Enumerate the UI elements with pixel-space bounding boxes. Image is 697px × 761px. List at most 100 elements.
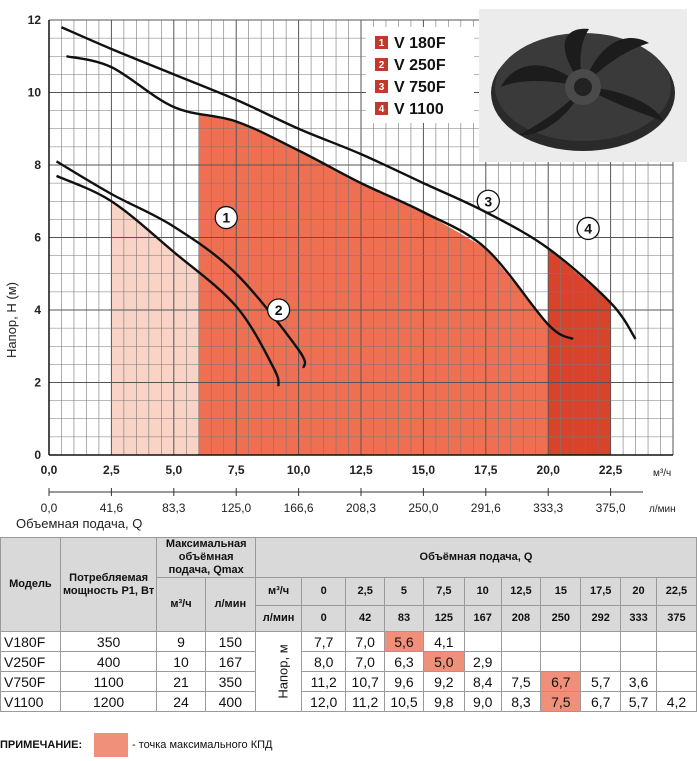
cell-head bbox=[655, 651, 697, 672]
cell-head: 9,8 bbox=[422, 691, 465, 712]
x-tick-label: 5,0 bbox=[165, 463, 182, 477]
flow-lmin-header: 42 bbox=[345, 605, 386, 632]
cell-head: 5,0 bbox=[422, 651, 465, 672]
legend-number: 2 bbox=[379, 60, 385, 71]
legend-number: 3 bbox=[379, 82, 385, 93]
x2-tick-label: 208,3 bbox=[346, 501, 376, 515]
y-tick-label: 10 bbox=[28, 86, 42, 100]
legend-swatch bbox=[375, 102, 388, 115]
legend-label: V 250F bbox=[394, 57, 446, 74]
axis-ticks: 0,0 0,0 2,5 41,6 5,0 83,3 7,5 125,0 10,0 166,6 12,… bbox=[28, 13, 626, 515]
cell-head: 2,9 bbox=[463, 651, 502, 672]
legend-swatch bbox=[375, 58, 388, 71]
series-line-4 bbox=[61, 26, 637, 340]
cell-head: 10,5 bbox=[384, 691, 424, 712]
cell-power: 1200 bbox=[59, 691, 158, 712]
table-row: V750F 1100 21 350 11,2 10,7 9,6 9,2 8,4 7,5 6,7 5,7… bbox=[0, 671, 697, 692]
flow-lmin-header: 250 bbox=[540, 605, 582, 632]
flow-m3h-header: 5 bbox=[384, 577, 424, 606]
cell-qmax-m3h: 21 bbox=[156, 671, 206, 692]
cell-head: 9,6 bbox=[384, 671, 424, 692]
series-marker-label: 1 bbox=[222, 210, 230, 226]
cell-head: 7,5 bbox=[540, 691, 582, 712]
header-flow: Объёмная подача, Q bbox=[255, 537, 697, 578]
series-marker-label: 4 bbox=[584, 220, 592, 236]
legend-swatch bbox=[375, 36, 388, 49]
flow-lmin-header: 292 bbox=[580, 605, 622, 632]
x2-tick-label: 375,0 bbox=[596, 501, 626, 515]
cell-head: 9,0 bbox=[463, 691, 502, 712]
x-tick-label: 2,5 bbox=[103, 463, 120, 477]
series-marker-circle bbox=[214, 205, 238, 230]
cell-head bbox=[620, 651, 657, 672]
note-text: - точка максимального КПД bbox=[132, 739, 273, 751]
flow-m3h-header: 20 bbox=[620, 577, 657, 606]
cell-qmax-m3h: 9 bbox=[156, 631, 206, 652]
x2-tick-label: 291,6 bbox=[471, 501, 501, 515]
cell-head: 8,0 bbox=[301, 651, 347, 672]
header-power: Потребляемая мощность Р1, Вт bbox=[59, 537, 158, 632]
series-marker-circle bbox=[576, 216, 600, 241]
qmax-unit-lmin: л/мин bbox=[204, 577, 257, 632]
note-swatch bbox=[94, 733, 128, 757]
flow-lmin-header: 167 bbox=[463, 605, 502, 632]
cell-head: 11,2 bbox=[345, 691, 386, 712]
cell-head bbox=[580, 651, 622, 672]
x-tick-label: 17,5 bbox=[474, 463, 498, 477]
legend-swatch bbox=[375, 80, 388, 93]
cell-model: V250F bbox=[0, 651, 61, 672]
cell-head bbox=[655, 631, 697, 652]
cell-head: 6,7 bbox=[580, 691, 622, 712]
legend-number: 4 bbox=[379, 104, 385, 115]
flow-lmin-header: 333 bbox=[620, 605, 657, 632]
x-tick-label: 0,0 bbox=[41, 463, 58, 477]
cell-power: 1100 bbox=[59, 671, 158, 692]
legend-label: V 750F bbox=[394, 79, 446, 96]
note: ПРИМЕЧАНИЕ: - точка максимального КПД bbox=[0, 730, 697, 760]
cell-head: 11,2 bbox=[301, 671, 347, 692]
impeller-image bbox=[479, 9, 687, 162]
cell-power: 350 bbox=[59, 631, 158, 652]
cell-head: 8,3 bbox=[500, 691, 542, 712]
flow-m3h-header: 7,5 bbox=[422, 577, 465, 606]
x-unit-primary: м³/ч bbox=[653, 468, 671, 479]
flow-m3h-header: 2,5 bbox=[345, 577, 386, 606]
series-line-3 bbox=[66, 55, 574, 341]
performance-table: Модель Потребляемая мощность Р1, Вт Макс… bbox=[0, 537, 697, 712]
cell-qmax-lmin: 400 bbox=[204, 691, 257, 712]
cell-head bbox=[540, 631, 582, 652]
cell-head: 9,2 bbox=[422, 671, 465, 692]
zone-4-strip bbox=[548, 248, 611, 455]
pump-curves: 1 2 3 4 bbox=[55, 26, 637, 387]
x2-tick-label: 125,0 bbox=[221, 501, 251, 515]
x-tick-label: 7,5 bbox=[228, 463, 245, 477]
cell-qmax-m3h: 10 bbox=[156, 651, 206, 672]
chart-legend: 1 V 180F 2 V 250F 3 V 750F 4 V 1100 bbox=[366, 27, 474, 123]
x-tick-label: 15,0 bbox=[412, 463, 436, 477]
series-marker-1: 1 bbox=[214, 205, 238, 230]
y-tick-label: 8 bbox=[34, 158, 41, 172]
flow-lmin-header: 375 bbox=[655, 605, 697, 632]
x-tick-label: 20,0 bbox=[537, 463, 561, 477]
cell-head: 4,1 bbox=[422, 631, 465, 652]
flow-m3h-header: 12,5 bbox=[500, 577, 542, 606]
cell-model: V750F bbox=[0, 671, 61, 692]
flow-unit-m3h: м³/ч bbox=[254, 577, 303, 606]
legend-label: V 180F bbox=[394, 35, 446, 52]
cell-head: 7,0 bbox=[345, 651, 386, 672]
cell-head bbox=[500, 651, 542, 672]
cell-head bbox=[620, 631, 657, 652]
cell-head: 6,3 bbox=[384, 651, 424, 672]
flow-m3h-header: 22,5 bbox=[655, 577, 697, 606]
flow-lmin-header: 0 bbox=[301, 605, 347, 632]
cell-head: 10,7 bbox=[345, 671, 386, 692]
flow-lmin-header: 125 bbox=[422, 605, 465, 632]
x-tick-label: 22,5 bbox=[599, 463, 623, 477]
cell-head bbox=[580, 631, 622, 652]
note-label: ПРИМЕЧАНИЕ: bbox=[0, 739, 83, 751]
impeller-icon bbox=[479, 9, 687, 162]
series-marker-circle bbox=[266, 298, 291, 322]
x2-tick-label: 83,3 bbox=[162, 501, 186, 515]
header-qmax: Максимальная объёмная подача, Qmax bbox=[156, 537, 256, 578]
